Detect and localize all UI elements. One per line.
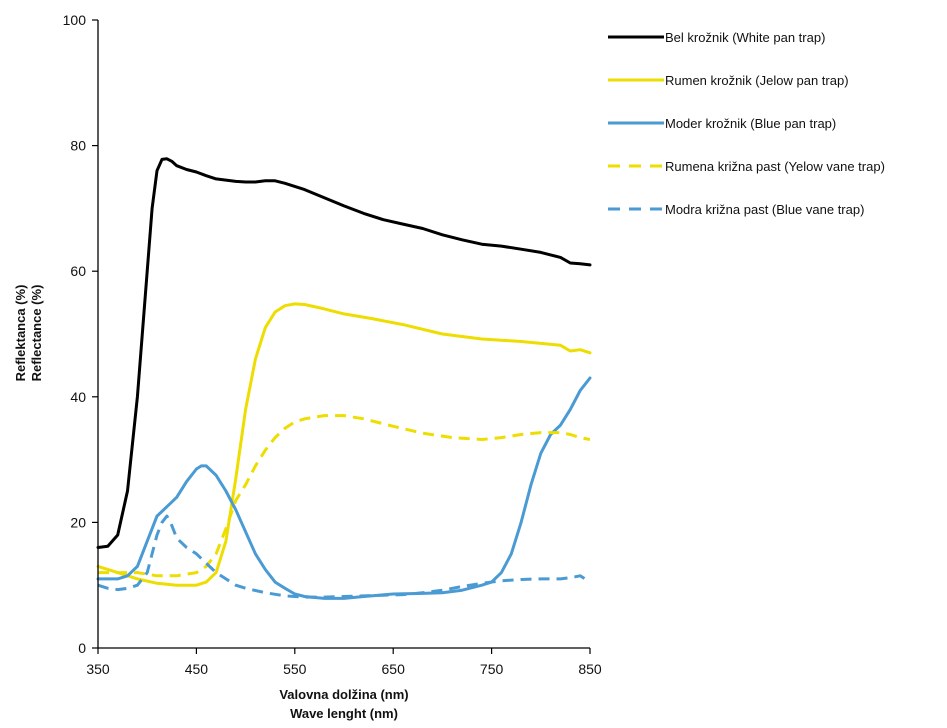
legend-label-2: Rumen krožnik (Jelow pan trap) xyxy=(665,73,849,88)
series-line-5 xyxy=(97,514,591,599)
legend-label-4: Rumena križna past (Yelow vane trap) xyxy=(665,159,885,174)
legend-label-3: Moder krožnik (Blue pan trap) xyxy=(665,116,836,131)
series-line-4 xyxy=(98,414,591,578)
y-axis-title-english: Reflectance (%) xyxy=(29,285,44,382)
y-tick-label: 0 xyxy=(78,640,86,656)
series-line-2 xyxy=(96,302,592,587)
x-tick-label: 350 xyxy=(86,661,110,677)
plot-lines xyxy=(96,157,592,600)
legend-label-5: Modra križna past (Blue vane trap) xyxy=(665,202,864,217)
legend-label-1: Bel krožnik (White pan trap) xyxy=(665,30,825,45)
y-tick-label: 40 xyxy=(70,389,86,405)
y-tick-label: 20 xyxy=(70,514,86,530)
series-line-1 xyxy=(96,157,592,549)
x-tick-label: 850 xyxy=(578,661,602,677)
y-axis-title: Reflektanca (%) xyxy=(13,285,28,382)
y-tick-label: 100 xyxy=(63,12,87,28)
x-axis-title: Valovna dolžina (nm) xyxy=(279,687,408,702)
x-tick-label: 550 xyxy=(283,661,307,677)
legend: Bel krožnik (White pan trap) Rumen krožni… xyxy=(608,30,885,217)
ticks: 0 20 40 60 80 100 350 450 550 650 750 850 xyxy=(63,12,602,677)
x-tick-label: 650 xyxy=(382,661,406,677)
axes xyxy=(97,20,590,649)
x-tick-label: 750 xyxy=(480,661,504,677)
x-tick-label: 450 xyxy=(185,661,209,677)
x-axis-title-english: Wave lenght (nm) xyxy=(290,706,398,721)
axis-labels: Valovna dolžina (nm) Wave lenght (nm) Re… xyxy=(13,285,409,721)
series-line-3 xyxy=(96,376,592,600)
y-tick-label: 80 xyxy=(70,138,86,154)
y-tick-label: 60 xyxy=(70,263,86,279)
